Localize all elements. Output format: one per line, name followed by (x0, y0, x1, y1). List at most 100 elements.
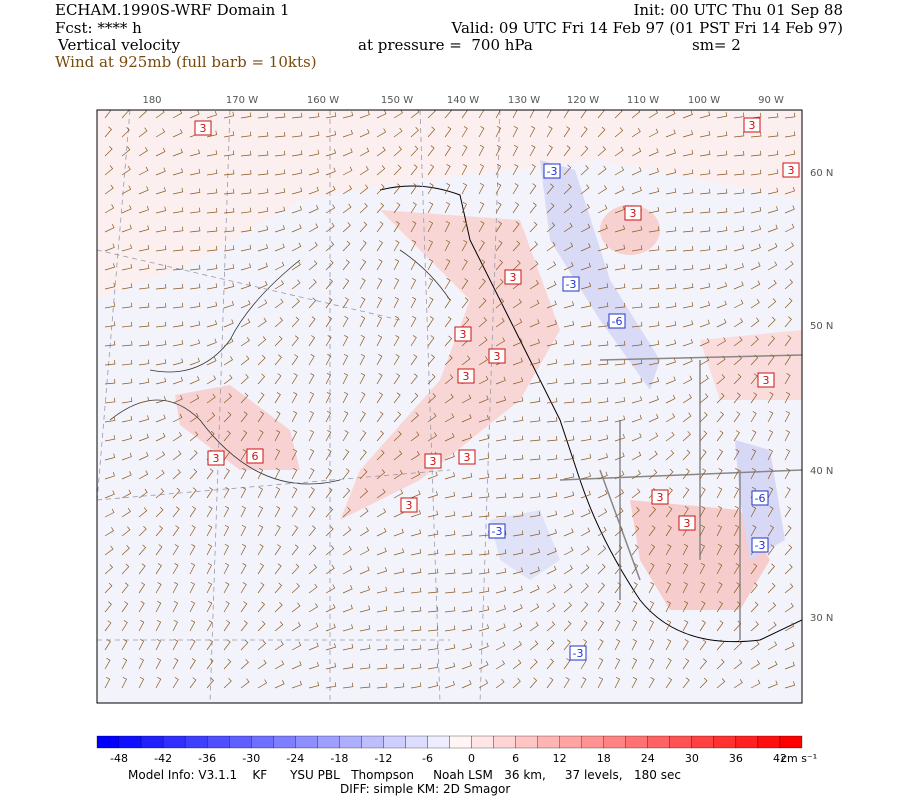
wind-barb (716, 486, 723, 499)
wind-barb (512, 221, 520, 233)
wind-barb (682, 302, 694, 309)
wind-barb (257, 430, 264, 442)
wind-barb (784, 112, 796, 119)
wind-barb (767, 582, 776, 594)
wind-barb (189, 619, 196, 632)
wind-barb (665, 188, 677, 195)
wind-barb (240, 505, 246, 518)
wind-barb (291, 169, 303, 176)
wind-barb (444, 606, 456, 613)
wind-barb (138, 110, 147, 119)
wind-barb (240, 543, 247, 556)
positive-area (340, 210, 560, 520)
wind-barb (682, 264, 694, 271)
wind-barb (648, 600, 655, 613)
wind-barb (393, 606, 405, 613)
wind-barb (121, 397, 133, 404)
wind-barb (665, 638, 672, 651)
wind-barb (614, 433, 625, 442)
wind-barb (563, 320, 575, 328)
wind-barb (699, 658, 707, 670)
wind-barb (104, 545, 114, 556)
wind-barb (784, 563, 793, 575)
wind-barb (648, 148, 659, 157)
wind-barb (121, 507, 131, 518)
wind-barb (104, 165, 114, 176)
wind-barb (597, 204, 608, 214)
wind-barb (427, 530, 439, 537)
colorbar-box (537, 735, 560, 749)
wind-barb (529, 566, 540, 575)
wind-barb (138, 507, 148, 518)
wind-barb (291, 661, 302, 670)
wind-barb (155, 187, 166, 195)
wind-barb (172, 638, 179, 651)
wind-barb (512, 622, 523, 632)
wind-barb (750, 354, 759, 366)
contour-label: 3 (494, 350, 501, 363)
longitude-label: 120 W (567, 95, 599, 106)
contour-label-box (678, 515, 696, 531)
wind-barb (376, 183, 385, 195)
wind-barb (274, 680, 285, 689)
wind-barb (767, 641, 778, 651)
wind-barb (121, 489, 132, 499)
wind-barb (223, 505, 230, 518)
wind-barb (325, 222, 335, 233)
wind-barb (325, 241, 335, 252)
wind-barb (308, 506, 316, 518)
wind-barb (580, 145, 589, 157)
wind-barb (240, 601, 248, 613)
wind-barb (597, 563, 606, 575)
wind-barb (155, 451, 166, 461)
wind-barb (495, 317, 505, 328)
wind-barb (631, 600, 638, 613)
wind-barb (716, 620, 724, 632)
contour-label-box (751, 537, 769, 553)
wind-barb (716, 131, 728, 138)
wind-barb (563, 183, 572, 195)
contour-label-box (454, 326, 472, 342)
wind-barb (597, 471, 608, 480)
wind-barb (495, 259, 503, 271)
wind-barb (512, 396, 524, 404)
wind-barb (512, 492, 524, 499)
wind-barb (172, 619, 178, 632)
wind-barb (699, 487, 706, 499)
wind-barb (478, 642, 489, 651)
wind-barb (240, 281, 251, 290)
wind-barb (631, 676, 638, 689)
wind-barb (274, 563, 282, 575)
wind-barb (512, 641, 522, 651)
wind-barb (597, 263, 609, 271)
wind-barb (546, 565, 557, 575)
wind-barb (427, 183, 434, 195)
wind-barb (444, 587, 456, 594)
wind-barb (699, 111, 711, 119)
wind-barb (240, 226, 252, 233)
wind-barb (478, 660, 489, 670)
wind-barb (376, 508, 387, 518)
wind-barb (325, 545, 335, 556)
contour-label: 3 (749, 119, 756, 132)
wind-barb (716, 318, 727, 328)
wind-barb (699, 245, 711, 252)
wind-barb (478, 297, 487, 309)
forecast-hour: Fcst: **** h (55, 19, 142, 37)
wind-barb (393, 202, 401, 214)
wind-barb (614, 146, 624, 157)
wind-barb (478, 278, 486, 290)
wind-barb (495, 511, 507, 518)
wind-barb (291, 467, 298, 480)
wind-barb (546, 547, 557, 556)
graticule (97, 110, 131, 507)
wind-barb (291, 506, 298, 518)
wind-barb (580, 435, 592, 442)
wind-barb (597, 224, 608, 233)
wind-barb (206, 639, 213, 651)
wind-barb (750, 563, 758, 575)
wind-barb (767, 429, 774, 442)
wind-barb (342, 663, 354, 670)
wind-barb (325, 278, 333, 290)
wind-barb (784, 242, 794, 252)
